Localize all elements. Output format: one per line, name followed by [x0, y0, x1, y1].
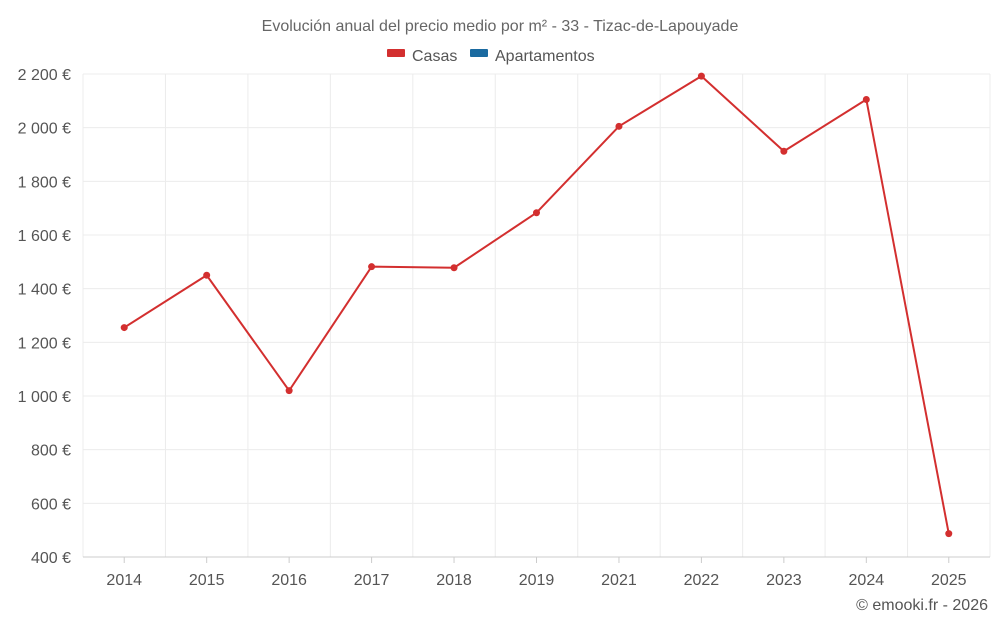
legend-swatch-casas — [387, 49, 405, 57]
data-point[interactable] — [533, 209, 540, 217]
legend-label-casas: Casas — [412, 48, 457, 65]
legend-item-apartamentos[interactable]: Apartamentos — [470, 48, 595, 65]
x-tick-label: 2023 — [766, 572, 802, 589]
x-tick-label: 2019 — [519, 572, 555, 589]
x-tick-label: 2018 — [436, 572, 472, 589]
data-point[interactable] — [862, 95, 870, 103]
legend: Casas Apartamentos — [387, 48, 595, 65]
y-tick-label: 400 € — [31, 550, 71, 567]
data-point[interactable] — [203, 271, 211, 279]
credit-text: © emooki.fr - 2026 — [856, 597, 988, 614]
y-tick-label: 1 200 € — [18, 335, 71, 352]
data-point[interactable] — [368, 263, 376, 271]
x-tick-label: 2021 — [601, 572, 637, 589]
grid — [82, 73, 991, 557]
legend-swatch-apartamentos — [470, 49, 488, 57]
y-axis-labels: 400 € 600 € 800 € 1 000 € 1 200 € 1 400 € 1 60… — [18, 67, 71, 567]
data-point[interactable] — [780, 147, 788, 155]
data-point[interactable] — [615, 122, 623, 130]
x-axis-labels: 2014 2015 2016 2017 2018 2019 2021 2022 2023 2024… — [106, 557, 967, 589]
y-tick-label: 600 € — [31, 496, 71, 513]
y-tick-label: 800 € — [31, 443, 71, 460]
data-point[interactable] — [450, 264, 458, 272]
y-tick-label: 1 600 € — [18, 228, 71, 245]
x-tick-label: 2022 — [684, 572, 720, 589]
data-point[interactable] — [945, 530, 953, 538]
y-tick-label: 1 000 € — [18, 389, 71, 406]
x-tick-label: 2015 — [189, 572, 225, 589]
legend-item-casas[interactable]: Casas — [387, 48, 457, 65]
x-tick-label: 2017 — [354, 572, 390, 589]
legend-label-apartamentos: Apartamentos — [495, 48, 595, 65]
y-tick-label: 2 200 € — [18, 67, 71, 84]
x-tick-label: 2014 — [106, 572, 142, 589]
data-point[interactable] — [285, 387, 293, 395]
x-tick-label: 2016 — [271, 572, 307, 589]
series-casas — [120, 72, 953, 538]
x-tick-label: 2024 — [849, 572, 885, 589]
y-tick-label: 1 400 € — [18, 282, 71, 299]
data-point[interactable] — [697, 72, 705, 80]
x-tick-label: 2025 — [931, 572, 967, 589]
chart-title: Evolución anual del precio medio por m² … — [262, 18, 739, 35]
data-point[interactable] — [120, 324, 128, 332]
y-tick-label: 1 800 € — [18, 174, 71, 191]
y-tick-label: 2 000 € — [18, 121, 71, 138]
